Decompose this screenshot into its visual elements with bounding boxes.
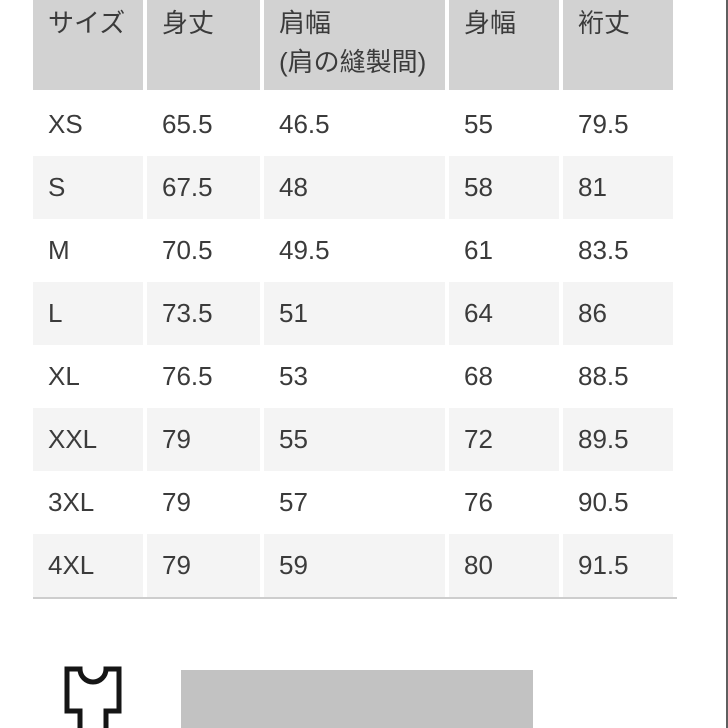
column-header-shoulder-width: 肩幅 (肩の縫製間)	[264, 0, 445, 93]
body-length-cell: 79	[147, 534, 260, 597]
sleeve-length-cell: 81	[563, 156, 673, 219]
body-width-cell: 76	[449, 471, 559, 534]
table-row-m: M 70.5 49.5 61 83.5	[33, 219, 673, 282]
body-length-cell: 76.5	[147, 345, 260, 408]
shoulder-width-cell: 49.5	[264, 219, 445, 282]
body-length-cell: 73.5	[147, 282, 260, 345]
table-row-xl: XL 76.5 53 68 88.5	[33, 345, 673, 408]
image-placeholder-bar	[181, 670, 533, 728]
table-row-s: S 67.5 48 58 81	[33, 156, 673, 219]
column-header-label: 身丈	[162, 8, 215, 38]
column-header-sublabel: (肩の縫製間)	[279, 47, 427, 77]
sleeve-length-cell: 88.5	[563, 345, 673, 408]
body-width-cell: 64	[449, 282, 559, 345]
body-width-cell: 72	[449, 408, 559, 471]
column-header-body-length: 身丈	[147, 0, 260, 93]
size-chart-table: サイズ 身丈 肩幅 (肩の縫製間) 身幅 裄丈 XS 65.5 46.5 55 7…	[29, 0, 677, 597]
sleeve-length-cell: 86	[563, 282, 673, 345]
shoulder-width-cell: 57	[264, 471, 445, 534]
table-row-l: L 73.5 51 64 86	[33, 282, 673, 345]
body-width-cell: 58	[449, 156, 559, 219]
column-header-size: サイズ	[33, 0, 143, 93]
table-row-xs: XS 65.5 46.5 55 79.5	[33, 93, 673, 156]
shoulder-width-cell: 59	[264, 534, 445, 597]
table-bottom-border	[33, 597, 677, 599]
tshirt-outline-icon	[53, 665, 133, 728]
table-row-4xl: 4XL 79 59 80 91.5	[33, 534, 673, 597]
shoulder-width-cell: 51	[264, 282, 445, 345]
header-row: サイズ 身丈 肩幅 (肩の縫製間) 身幅 裄丈	[33, 0, 673, 93]
size-cell: 4XL	[33, 534, 143, 597]
body-width-cell: 61	[449, 219, 559, 282]
sleeve-length-cell: 91.5	[563, 534, 673, 597]
shoulder-width-cell: 55	[264, 408, 445, 471]
table-row-3xl: 3XL 79 57 76 90.5	[33, 471, 673, 534]
body-width-cell: 55	[449, 93, 559, 156]
size-chart-page: サイズ 身丈 肩幅 (肩の縫製間) 身幅 裄丈 XS 65.5 46.5 55 7…	[29, 0, 728, 728]
body-length-cell: 67.5	[147, 156, 260, 219]
sleeve-length-cell: 83.5	[563, 219, 673, 282]
shoulder-width-cell: 53	[264, 345, 445, 408]
body-length-cell: 65.5	[147, 93, 260, 156]
size-cell: L	[33, 282, 143, 345]
sleeve-length-cell: 89.5	[563, 408, 673, 471]
column-header-label: 肩幅	[279, 8, 332, 38]
body-length-cell: 70.5	[147, 219, 260, 282]
right-edge-border	[726, 0, 728, 728]
body-width-cell: 68	[449, 345, 559, 408]
body-length-cell: 79	[147, 471, 260, 534]
size-cell: 3XL	[33, 471, 143, 534]
column-header-sleeve-length: 裄丈	[563, 0, 673, 93]
column-header-label: 裄丈	[578, 8, 631, 38]
sleeve-length-cell: 79.5	[563, 93, 673, 156]
column-header-label: 身幅	[464, 8, 517, 38]
size-cell: M	[33, 219, 143, 282]
body-width-cell: 80	[449, 534, 559, 597]
size-cell: S	[33, 156, 143, 219]
size-cell: XS	[33, 93, 143, 156]
size-cell: XXL	[33, 408, 143, 471]
table-row-xxl: XXL 79 55 72 89.5	[33, 408, 673, 471]
shoulder-width-cell: 48	[264, 156, 445, 219]
column-header-label: サイズ	[48, 8, 126, 38]
size-cell: XL	[33, 345, 143, 408]
body-length-cell: 79	[147, 408, 260, 471]
shoulder-width-cell: 46.5	[264, 93, 445, 156]
sleeve-length-cell: 90.5	[563, 471, 673, 534]
column-header-body-width: 身幅	[449, 0, 559, 93]
